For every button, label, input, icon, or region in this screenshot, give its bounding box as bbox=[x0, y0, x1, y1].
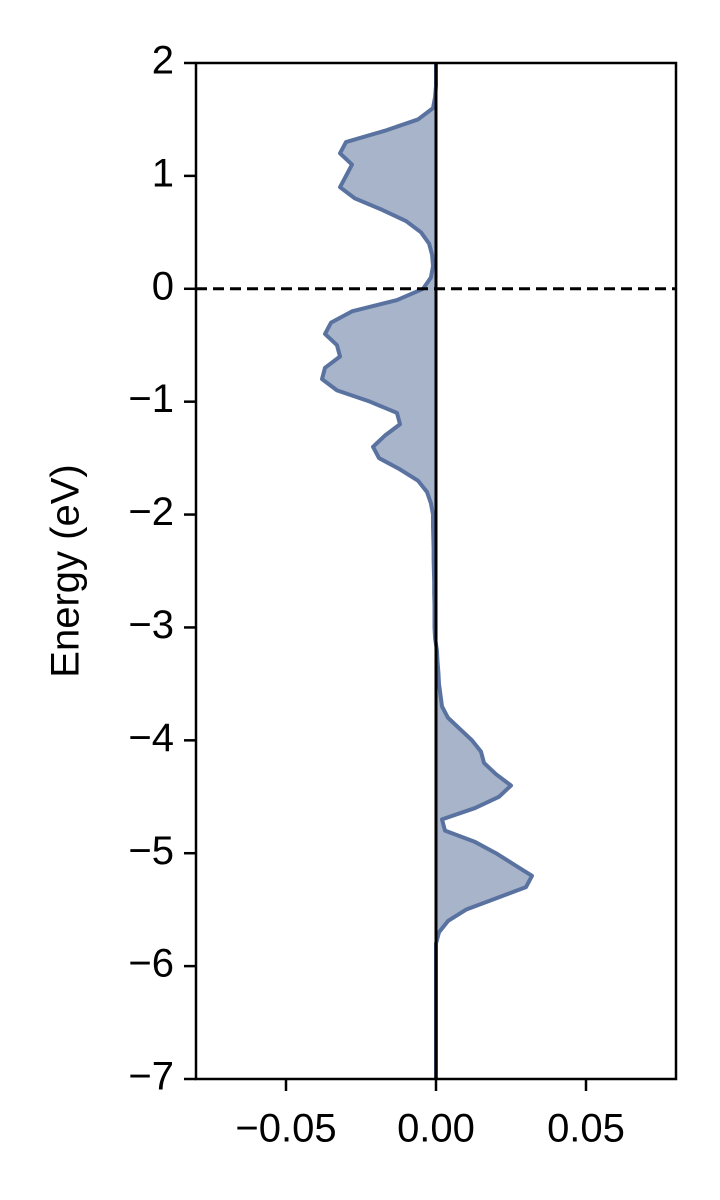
y-tick-label: −7 bbox=[128, 1055, 174, 1099]
dos-line bbox=[320, 63, 534, 1079]
x-tick-label: −0.05 bbox=[235, 1107, 336, 1151]
y-tick-label: −6 bbox=[128, 942, 174, 986]
x-tick-label: 0.00 bbox=[397, 1107, 475, 1151]
y-tick-label: −2 bbox=[128, 490, 174, 534]
y-tick-label: 1 bbox=[152, 151, 174, 195]
y-axis-label: Energy (eV) bbox=[44, 464, 88, 677]
y-tick-label: −4 bbox=[128, 716, 174, 760]
y-tick-label: −5 bbox=[128, 829, 174, 873]
y-tick-label: −1 bbox=[128, 377, 174, 421]
y-tick-label: −3 bbox=[128, 603, 174, 647]
x-tick-label: 0.05 bbox=[547, 1107, 625, 1151]
y-tick-label: 2 bbox=[152, 39, 174, 83]
y-tick-label: 0 bbox=[152, 264, 174, 308]
dos-fill bbox=[322, 63, 532, 1079]
